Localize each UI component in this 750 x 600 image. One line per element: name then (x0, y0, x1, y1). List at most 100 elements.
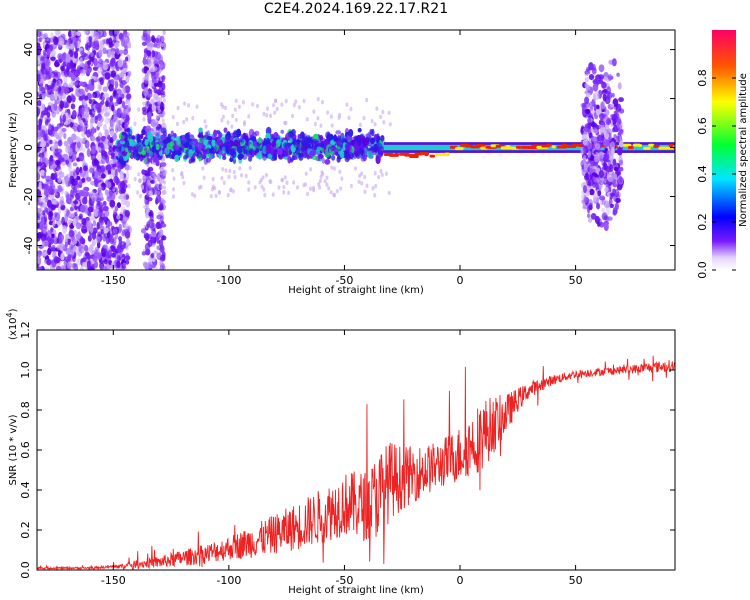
spectrogram-cell (41, 140, 47, 148)
spectrogram-cell (55, 134, 60, 140)
spectrogram-cell (593, 173, 598, 178)
spectrogram-cell (217, 139, 223, 147)
spectrogram-cell (46, 199, 52, 208)
spectrogram-cell (156, 239, 160, 244)
spectrogram-cell (91, 231, 97, 240)
carrier-segment (668, 143, 674, 147)
y-tick-label: 0 (22, 144, 35, 151)
spectrogram-halo-cell (228, 168, 232, 174)
spectrogram-cell (87, 128, 93, 135)
x-tick-label: 0 (457, 274, 464, 287)
spectrogram-cell (85, 216, 90, 222)
spectrogram-halo-cell (316, 96, 320, 102)
spectrogram-cell (603, 222, 609, 231)
spectrogram-cell (82, 165, 88, 172)
spectrogram-cell (109, 119, 115, 129)
spectrogram-cell (139, 133, 144, 140)
spectrogram-cell (109, 233, 114, 238)
spectrogram-cell (146, 30, 151, 35)
spectrogram-cell (116, 254, 121, 262)
spectrogram-halo-cell (282, 184, 286, 190)
spectrogram-cell (101, 182, 105, 187)
spectrogram-cell (350, 139, 356, 145)
spectrogram-cell (88, 36, 93, 42)
spectrogram-halo-cell (136, 190, 140, 195)
spectrogram-cell (86, 129, 91, 138)
spectrogram-cell (90, 180, 95, 186)
spectrogram-cell (77, 122, 84, 130)
spectrogram-cell (587, 150, 591, 158)
spectrogram-halo-cell (287, 190, 291, 196)
spectrogram-cell (613, 166, 619, 172)
spectrogram-halo-cell (319, 174, 323, 179)
spectrogram-halo-cell (373, 193, 377, 198)
spectrogram-cell (62, 114, 66, 123)
spectrogram-cell (98, 58, 103, 65)
spectrogram-halo-cell (275, 106, 279, 112)
spectrogram-cell (598, 169, 605, 179)
spectrogram-cell (118, 195, 123, 200)
spectrogram-cell (118, 236, 123, 242)
spectrogram-halo-cell (302, 98, 306, 104)
spectrogram-halo-cell (209, 194, 213, 199)
spectrogram-halo-cell (358, 122, 362, 128)
spectrogram-cell (82, 196, 88, 205)
spectrogram-cell (47, 230, 52, 237)
spectrogram-cell (121, 146, 125, 152)
spectrogram-cell (119, 173, 124, 180)
spectrogram-cell (114, 168, 118, 178)
spectrogram-cell (339, 132, 345, 141)
spectrogram-halo-cell (172, 176, 176, 181)
spectrogram-cell (70, 103, 76, 110)
spectrogram-halo-cell (332, 166, 336, 171)
spectrogram-cell (317, 153, 324, 159)
spectrogram-cell (143, 204, 148, 210)
spectrogram-cell (93, 209, 99, 218)
spectrogram-cell (152, 37, 157, 44)
x-tick-label: -150 (101, 574, 126, 587)
spectrogram-cell (100, 100, 105, 106)
spectrogram-cell (89, 93, 96, 99)
spectrogram-halo-cell (373, 171, 377, 176)
spectrogram-halo-cell (284, 98, 288, 104)
spectrogram-cell (57, 139, 63, 147)
spectrogram-cell (594, 182, 599, 188)
spectrogram-cell (65, 66, 70, 73)
spectrogram-halo-cell (370, 118, 374, 124)
spectrogram-cell (155, 265, 159, 270)
spectrogram-halo-cell (265, 106, 269, 111)
spectrogram-cell (114, 232, 119, 240)
spectrogram-cell (75, 69, 81, 75)
spectrogram-halo-cell (272, 102, 276, 108)
x-tick-label: 50 (569, 574, 583, 587)
spectrogram-halo-cell (204, 124, 208, 129)
spectrogram-cell (141, 41, 147, 46)
spectrogram-cell (41, 230, 48, 239)
spectrogram-cell (357, 127, 362, 133)
spectrogram-halo-cell (277, 185, 281, 190)
spectrogram-halo-cell (214, 193, 218, 199)
spectrogram-cell (160, 94, 166, 99)
spectrogram-halo-cell (349, 107, 353, 112)
spectrogram-cell (37, 70, 40, 75)
spectrogram-cell (584, 71, 589, 77)
spectrogram-cell (49, 179, 54, 187)
spectrogram-cell (147, 79, 154, 88)
spectrogram-cell (104, 117, 110, 125)
spectrogram-cell (144, 73, 149, 81)
spectrogram-cell (116, 260, 121, 269)
spectrogram-cell (43, 52, 48, 59)
spectrogram-cell (72, 122, 79, 127)
spectrogram-halo-cell (304, 171, 308, 176)
spectrogram-halo-cell (251, 102, 255, 107)
spectrogram-cell (362, 138, 367, 147)
spectrogram-cell (119, 71, 126, 78)
spectrogram-cell (43, 151, 48, 159)
spectrogram-cell (122, 48, 129, 56)
spectrogram-cell (587, 116, 592, 126)
spectrogram-cell (618, 159, 624, 166)
spectrogram-cell (37, 222, 40, 229)
spectrogram-cell (124, 147, 129, 153)
spectrogram-halo-cell (222, 180, 226, 185)
spectrogram-cell (115, 109, 121, 118)
